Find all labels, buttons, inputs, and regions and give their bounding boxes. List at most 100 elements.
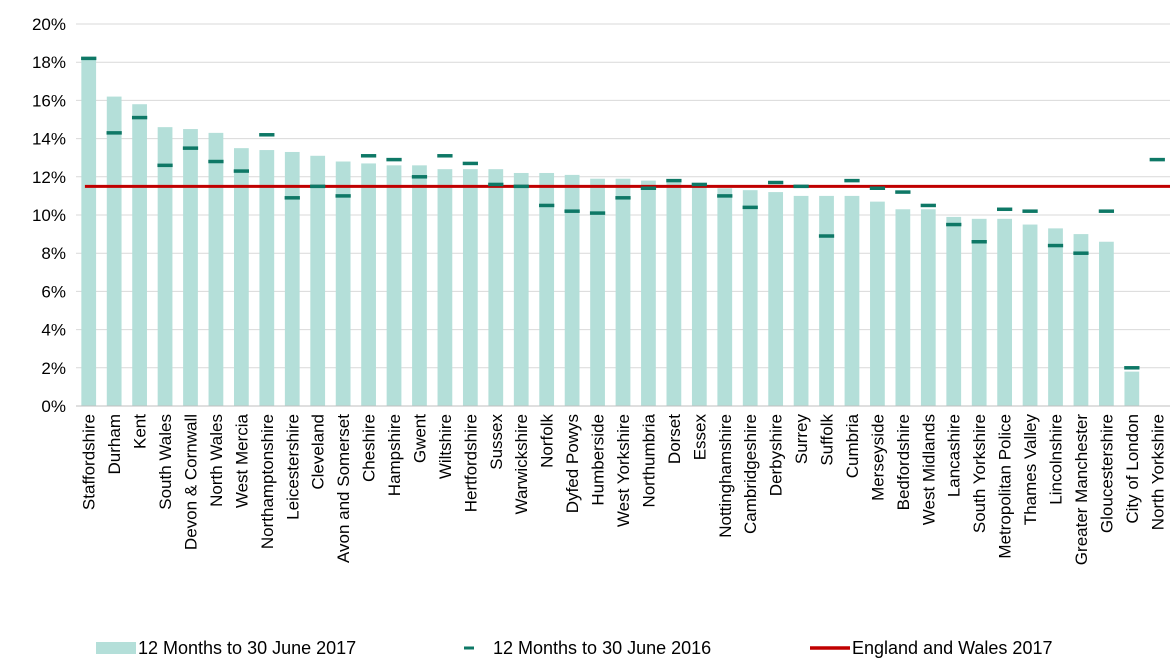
bar	[284, 151, 300, 406]
x-tick-label: Dorset	[665, 414, 684, 464]
bar	[1022, 224, 1038, 406]
x-tick-label: City of London	[1123, 414, 1142, 524]
legend-item-england-wales: England and Wales 2017	[810, 638, 1052, 658]
bar	[641, 180, 656, 406]
bar	[437, 169, 453, 406]
y-tick-label: 0%	[41, 397, 66, 416]
bar	[971, 218, 987, 406]
bar	[844, 195, 860, 406]
y-tick-label: 2%	[41, 359, 66, 378]
bar	[488, 169, 504, 406]
y-tick-label: 12%	[32, 168, 66, 187]
x-tick-label: North Yorkshire	[1148, 414, 1167, 530]
bar-series	[81, 58, 1140, 407]
bar	[1124, 371, 1140, 406]
bar	[386, 165, 402, 406]
bar	[157, 127, 173, 406]
x-tick-label: Durham	[105, 414, 124, 474]
y-tick-label: 6%	[41, 282, 66, 301]
legend-swatch-bar	[96, 642, 136, 654]
legend-item-2016: 12 Months to 30 June 2016	[464, 638, 711, 658]
x-tick-label: Surrey	[792, 414, 811, 465]
x-tick-label: Northumbria	[639, 413, 658, 507]
x-tick-label: Dyfed Powys	[563, 414, 582, 513]
x-tick-label: Sussex	[487, 414, 506, 470]
legend-label: England and Wales 2017	[852, 638, 1052, 658]
y-tick-label: 4%	[41, 321, 66, 340]
bar	[870, 201, 885, 406]
x-tick-label: Kent	[131, 414, 150, 449]
bar	[564, 174, 580, 406]
x-tick-label: Cheshire	[360, 414, 379, 482]
y-tick-label: 14%	[32, 130, 66, 149]
y-tick-label: 10%	[32, 206, 66, 225]
x-tick-label: Northamptonshire	[258, 414, 277, 549]
bar	[132, 104, 147, 406]
x-tick-label: West Midlands	[919, 414, 938, 525]
x-tick-label: Lancashire	[945, 414, 964, 497]
x-tick-label: South Yorkshire	[970, 414, 989, 533]
x-axis-ticks: Staffordshire Durham Kent South Wales Devon …	[80, 413, 1168, 565]
x-tick-label: Hertfordshire	[461, 414, 480, 512]
bar	[666, 182, 682, 406]
x-tick-label: Lincolnshire	[1047, 414, 1066, 505]
bar	[997, 218, 1013, 406]
bar	[1048, 228, 1063, 406]
x-tick-label: Warwickshire	[512, 414, 531, 514]
bar	[793, 195, 809, 406]
x-tick-label: Suffolk	[818, 414, 837, 466]
x-tick-label: Leicestershire	[283, 414, 302, 520]
x-tick-label: Wiltshire	[436, 414, 455, 479]
x-tick-label: Bedfordshire	[894, 414, 913, 510]
x-tick-label: Norfolk	[538, 414, 557, 468]
x-tick-label: Derbyshire	[767, 414, 786, 496]
bar	[259, 150, 275, 406]
legend: 12 Months to 30 June 2017 12 Months to 30…	[96, 638, 1052, 658]
bar	[691, 186, 707, 406]
x-tick-label: Gwent	[410, 414, 429, 463]
x-tick-label: South Wales	[156, 414, 175, 510]
bar	[361, 163, 376, 406]
x-tick-label: Merseyside	[868, 414, 887, 501]
y-tick-label: 18%	[32, 53, 66, 72]
x-tick-label: Cumbria	[843, 413, 862, 478]
y-tick-label: 8%	[41, 244, 66, 263]
x-tick-label: Cleveland	[309, 414, 328, 490]
bar	[615, 178, 631, 406]
x-tick-label: West Mercia	[232, 413, 251, 508]
bar	[208, 132, 224, 406]
bar	[920, 209, 936, 406]
bar	[590, 178, 605, 406]
marker-series	[81, 56, 1165, 370]
bar	[412, 165, 427, 406]
bar	[81, 58, 97, 406]
x-tick-label: Devon & Cornwall	[181, 414, 200, 550]
bar	[335, 161, 351, 406]
x-tick-label: North Wales	[207, 414, 226, 507]
x-tick-label: Gloucestershire	[1097, 414, 1116, 533]
bar	[1099, 241, 1114, 406]
bar	[183, 129, 198, 407]
bar	[742, 190, 758, 406]
x-tick-label: Cambridgeshire	[741, 414, 760, 534]
bar	[539, 172, 555, 406]
bar	[895, 209, 911, 406]
y-tick-label: 16%	[32, 91, 66, 110]
x-tick-label: Humberside	[589, 414, 608, 506]
x-tick-label: Nottinghamshire	[716, 414, 735, 538]
x-tick-label: Essex	[690, 414, 709, 461]
legend-label: 12 Months to 30 June 2017	[138, 638, 356, 658]
y-axis-ticks: 0% 2% 4% 6% 8% 10% 12% 14% 16% 18% 20%	[32, 15, 66, 416]
legend-item-2017: 12 Months to 30 June 2017	[96, 638, 356, 658]
x-tick-label: Staffordshire	[80, 414, 99, 510]
bar	[106, 96, 122, 406]
bar	[233, 148, 249, 406]
bar	[513, 172, 529, 406]
y-tick-label: 20%	[32, 15, 66, 34]
bar	[462, 169, 478, 406]
bar	[946, 216, 962, 406]
x-tick-label: Hampshire	[385, 414, 404, 496]
bar	[717, 188, 733, 406]
